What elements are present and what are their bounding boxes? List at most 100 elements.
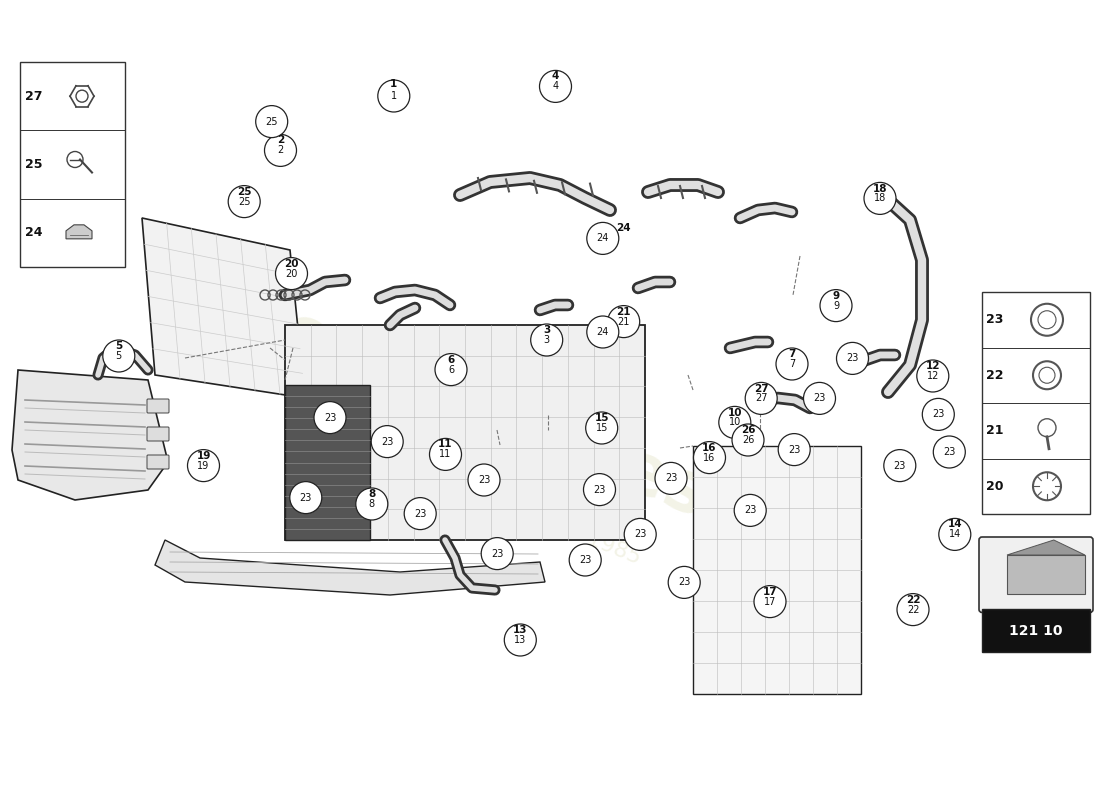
Text: 19: 19 xyxy=(196,451,211,461)
Text: 27: 27 xyxy=(755,394,768,403)
Text: 4: 4 xyxy=(552,71,559,81)
Circle shape xyxy=(404,498,437,530)
Circle shape xyxy=(922,398,955,430)
Text: 17: 17 xyxy=(762,587,778,597)
Text: 20: 20 xyxy=(284,259,299,269)
Text: 22: 22 xyxy=(905,595,921,605)
Text: 8: 8 xyxy=(368,499,375,509)
Circle shape xyxy=(504,624,537,656)
Circle shape xyxy=(820,290,852,322)
Text: 22: 22 xyxy=(906,605,920,614)
Text: 7: 7 xyxy=(789,349,795,358)
Text: 3: 3 xyxy=(543,335,550,345)
Text: a passion for parts since 1985: a passion for parts since 1985 xyxy=(324,424,644,568)
Text: 24: 24 xyxy=(616,223,631,233)
Text: 3: 3 xyxy=(543,325,550,334)
Circle shape xyxy=(607,306,640,338)
Circle shape xyxy=(933,436,966,468)
Text: 23: 23 xyxy=(477,475,491,485)
Text: 21: 21 xyxy=(617,317,630,326)
Text: 13: 13 xyxy=(514,635,527,645)
Text: 24: 24 xyxy=(596,234,609,243)
Polygon shape xyxy=(142,218,305,398)
Circle shape xyxy=(539,70,572,102)
Text: 26: 26 xyxy=(740,426,756,435)
FancyBboxPatch shape xyxy=(693,446,861,694)
Polygon shape xyxy=(1006,540,1085,555)
Circle shape xyxy=(803,382,836,414)
Circle shape xyxy=(264,134,297,166)
FancyBboxPatch shape xyxy=(1006,555,1085,594)
Circle shape xyxy=(481,538,514,570)
Circle shape xyxy=(187,450,220,482)
Text: 15: 15 xyxy=(594,413,609,422)
Text: 6: 6 xyxy=(448,365,454,374)
Text: 23: 23 xyxy=(381,437,394,446)
Text: 1: 1 xyxy=(390,79,397,89)
Text: 25: 25 xyxy=(236,187,252,197)
Circle shape xyxy=(624,518,657,550)
Text: 5: 5 xyxy=(116,341,122,350)
Text: 23: 23 xyxy=(744,506,757,515)
FancyBboxPatch shape xyxy=(982,610,1090,652)
Text: 12: 12 xyxy=(926,371,939,381)
Text: 10: 10 xyxy=(728,418,741,427)
FancyBboxPatch shape xyxy=(285,325,645,540)
Text: 2: 2 xyxy=(277,146,284,155)
Text: 23: 23 xyxy=(579,555,592,565)
Circle shape xyxy=(883,450,916,482)
Text: 2: 2 xyxy=(277,135,284,145)
Text: 23: 23 xyxy=(893,461,906,470)
Circle shape xyxy=(916,360,949,392)
Text: 4: 4 xyxy=(552,82,559,91)
Text: 23: 23 xyxy=(987,314,1003,326)
FancyBboxPatch shape xyxy=(147,399,169,413)
Text: 23: 23 xyxy=(932,410,945,419)
Circle shape xyxy=(434,354,468,386)
Text: 25: 25 xyxy=(25,158,43,171)
Text: 27: 27 xyxy=(25,90,43,102)
Circle shape xyxy=(776,348,808,380)
Circle shape xyxy=(734,494,767,526)
Text: 10: 10 xyxy=(727,408,742,418)
Text: 27: 27 xyxy=(754,384,769,394)
Text: 23: 23 xyxy=(299,493,312,502)
Text: 23: 23 xyxy=(846,354,859,363)
Text: 21: 21 xyxy=(616,307,631,317)
Text: 5: 5 xyxy=(116,351,122,361)
Circle shape xyxy=(732,424,764,456)
Text: 15: 15 xyxy=(595,423,608,433)
Circle shape xyxy=(654,462,688,494)
Circle shape xyxy=(718,406,751,438)
Text: 19: 19 xyxy=(197,461,210,470)
Circle shape xyxy=(468,464,500,496)
Circle shape xyxy=(586,316,619,348)
Circle shape xyxy=(583,474,616,506)
Text: 23: 23 xyxy=(491,549,504,558)
Circle shape xyxy=(754,586,786,618)
Circle shape xyxy=(864,182,896,214)
Circle shape xyxy=(314,402,346,434)
Text: 7: 7 xyxy=(789,359,795,369)
Text: 16: 16 xyxy=(703,453,716,462)
Text: 24: 24 xyxy=(596,327,609,337)
Circle shape xyxy=(836,342,869,374)
Text: 23: 23 xyxy=(813,394,826,403)
Circle shape xyxy=(896,594,929,626)
Circle shape xyxy=(530,324,563,356)
Text: 23: 23 xyxy=(634,530,647,539)
FancyBboxPatch shape xyxy=(20,62,125,267)
Circle shape xyxy=(377,80,410,112)
FancyBboxPatch shape xyxy=(285,385,370,540)
Text: 23: 23 xyxy=(788,445,801,454)
Circle shape xyxy=(102,340,135,372)
Circle shape xyxy=(371,426,404,458)
Text: 23: 23 xyxy=(664,474,678,483)
Circle shape xyxy=(355,488,388,520)
Text: 23: 23 xyxy=(414,509,427,518)
Circle shape xyxy=(569,544,602,576)
Circle shape xyxy=(693,442,726,474)
Text: 25: 25 xyxy=(265,117,278,126)
Text: 1: 1 xyxy=(390,91,397,101)
Text: 20: 20 xyxy=(285,269,298,278)
